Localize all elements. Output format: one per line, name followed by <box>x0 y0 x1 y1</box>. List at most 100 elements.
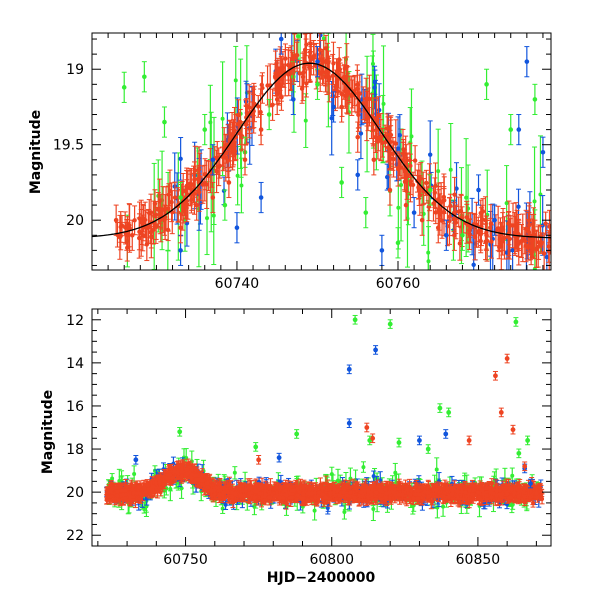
green-data-point <box>504 201 509 206</box>
green-data-point <box>168 487 173 492</box>
red-data-point <box>231 140 236 145</box>
green-data-point <box>208 120 213 125</box>
red-data-point <box>165 227 171 233</box>
red-data-point <box>258 127 264 132</box>
red-data-point <box>196 167 202 172</box>
red-data-point <box>526 229 532 235</box>
red-data-point <box>184 201 190 207</box>
green-data-point <box>162 119 167 125</box>
red-data-point <box>113 217 119 223</box>
red-data-point <box>374 117 379 122</box>
red-data-point <box>388 132 394 138</box>
red-data-point <box>373 134 378 140</box>
green-data-point <box>166 283 170 287</box>
red-data-point <box>452 232 457 238</box>
green-data-point <box>298 13 302 17</box>
red-data-point <box>447 214 452 219</box>
red-data-point <box>343 93 348 99</box>
top-panel-zoomed-light-curve: 60740 60760 19 19.5 20 <box>53 13 552 326</box>
green-data-point <box>321 36 326 41</box>
red-data-point <box>129 232 135 238</box>
red-data-point <box>435 225 441 231</box>
red-data-point <box>166 192 172 197</box>
red-data-point <box>297 71 302 76</box>
red-data-point <box>464 215 469 220</box>
blue-data-point <box>210 157 216 163</box>
green-data-point <box>371 506 376 511</box>
red-data-point <box>484 232 489 238</box>
red-data-point <box>478 210 483 216</box>
red-data-point <box>181 189 186 194</box>
red-data-point <box>307 55 313 60</box>
green-data-point <box>448 167 453 172</box>
blue-data-point <box>471 262 476 267</box>
red-data-point <box>522 238 527 243</box>
red-data-point <box>251 102 256 108</box>
red-data-point <box>283 56 288 61</box>
green-data-point <box>220 116 225 121</box>
green-data-point <box>484 82 489 87</box>
red-data-point <box>299 86 305 91</box>
red-data-point <box>311 55 316 60</box>
green-data-point <box>539 322 543 326</box>
green-data-point <box>296 34 301 39</box>
red-data-point <box>407 497 412 502</box>
red-data-point <box>194 202 199 208</box>
blue-data-point <box>325 506 330 511</box>
green-data-point <box>211 213 216 218</box>
green-data-point <box>436 169 441 174</box>
blue-data-point <box>221 188 227 194</box>
green-data-point <box>427 187 433 193</box>
red-data-point <box>355 134 361 140</box>
red-data-point <box>192 168 198 173</box>
green-data-point <box>508 127 514 132</box>
red-data-point <box>393 141 399 146</box>
y-tick-label: 19.5 <box>53 138 84 154</box>
x-tick-label: 60760 <box>376 276 421 292</box>
red-data-point <box>236 112 241 118</box>
blue-data-point <box>378 478 383 483</box>
red-data-point <box>405 487 410 492</box>
red-data-point <box>438 200 444 205</box>
blue-data-point <box>291 97 296 102</box>
blue-data-point <box>315 59 320 64</box>
red-data-point <box>204 182 209 187</box>
green-data-point <box>361 465 366 470</box>
green-data-point <box>202 127 208 132</box>
blue-data-point <box>178 156 183 162</box>
red-data-point <box>217 482 222 487</box>
blue-data-point <box>411 210 417 215</box>
red-data-point <box>412 158 418 163</box>
blue-data-point <box>358 131 364 136</box>
x-tick-label: 60740 <box>215 276 260 292</box>
red-data-point <box>294 53 300 58</box>
red-data-point <box>500 225 505 231</box>
red-data-point <box>331 61 336 66</box>
red-data-point <box>356 102 361 108</box>
y-tick-label: 20 <box>66 213 84 229</box>
green-data-point <box>339 180 344 185</box>
red-data-point <box>497 244 502 250</box>
red-data-point <box>375 139 381 144</box>
red-data-point <box>403 168 408 174</box>
red-data-point <box>226 180 232 185</box>
green-data-point <box>220 506 225 511</box>
green-data-point <box>233 78 238 83</box>
red-data-point <box>410 182 416 188</box>
red-data-point <box>472 234 478 240</box>
red-data-point <box>388 156 394 161</box>
model-curve-line <box>92 62 551 239</box>
red-data-point <box>137 235 142 241</box>
green-data-point <box>395 240 401 246</box>
red-data-point <box>274 97 280 102</box>
blue-data-point <box>355 172 361 178</box>
red-data-point <box>125 223 130 229</box>
red-data-point <box>179 474 184 479</box>
green-data-point <box>235 173 240 178</box>
red-data-point <box>488 221 494 226</box>
red-data-point <box>535 244 541 250</box>
blue-data-point <box>397 132 403 138</box>
blue-data-point <box>540 149 546 155</box>
red-data-point <box>376 113 381 118</box>
